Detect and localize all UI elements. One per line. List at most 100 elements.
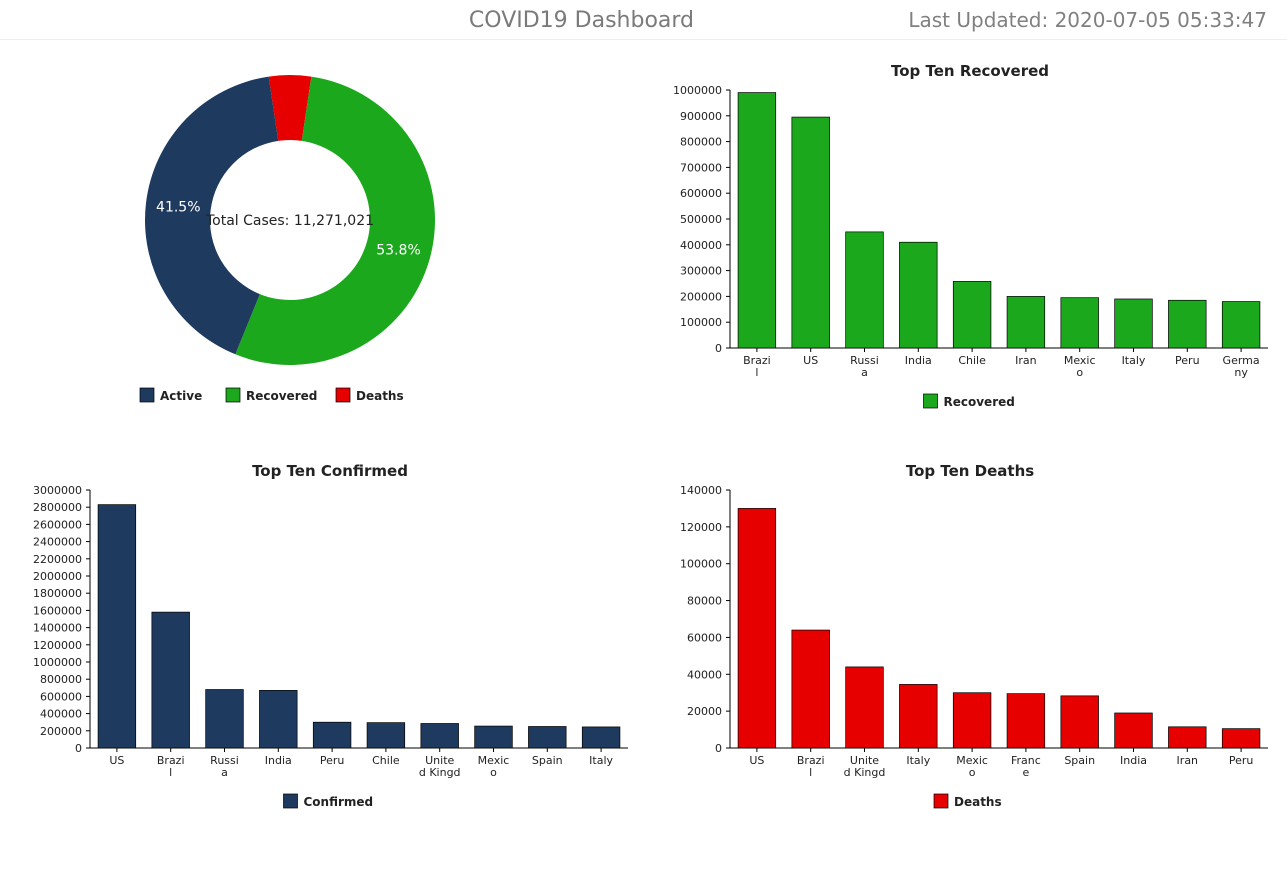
y-tick-label: 120000	[680, 521, 722, 534]
x-category-label: o	[969, 766, 976, 779]
y-tick-label: 1800000	[33, 587, 82, 600]
x-category-label: Iran	[1015, 354, 1037, 367]
x-category-label: ny	[1234, 366, 1248, 379]
y-tick-label: 0	[75, 742, 82, 755]
x-category-label: l	[755, 366, 758, 379]
x-category-label: Peru	[1175, 354, 1200, 367]
y-tick-label: 2800000	[33, 501, 82, 514]
x-category-label: Chile	[958, 354, 986, 367]
x-category-label: Peru	[320, 754, 345, 767]
bar	[1222, 729, 1260, 748]
x-category-label: a	[861, 366, 868, 379]
bar	[738, 508, 776, 748]
legend-label: Deaths	[356, 389, 404, 403]
y-tick-label: 800000	[680, 136, 722, 149]
bar	[1061, 696, 1099, 748]
bar	[846, 232, 884, 348]
y-tick-label: 2000000	[33, 570, 82, 583]
x-category-label: l	[169, 766, 172, 779]
bar	[792, 630, 830, 748]
y-tick-label: 140000	[680, 484, 722, 497]
legend-label: Active	[160, 389, 202, 403]
top-ten-confirmed-chart: Top Ten Confirmed02000004000006000008000…	[20, 460, 640, 820]
bar	[899, 684, 937, 748]
bar	[846, 667, 884, 748]
y-tick-label: 2200000	[33, 553, 82, 566]
donut-center-text: Total Cases: 11,271,021	[205, 213, 374, 229]
y-tick-label: 2400000	[33, 536, 82, 549]
x-category-label: o	[490, 766, 497, 779]
donut-pct-label: 41.5%	[156, 200, 200, 216]
bar	[206, 690, 244, 748]
y-tick-label: 2600000	[33, 518, 82, 531]
legend-label: Recovered	[944, 395, 1015, 409]
x-category-label: Peru	[1229, 754, 1254, 767]
y-tick-label: 1200000	[33, 639, 82, 652]
bar	[1115, 299, 1153, 348]
deaths-panel: Top Ten Deaths02000040000600008000010000…	[660, 460, 1280, 840]
bar	[792, 117, 830, 348]
bar	[582, 727, 620, 748]
y-tick-label: 900000	[680, 110, 722, 123]
x-category-label: Chile	[372, 754, 400, 767]
y-tick-label: 40000	[687, 668, 722, 681]
bar	[98, 505, 136, 748]
dashboard-grid: 53.8% 41.5% Total Cases: 11,271,021 Active R…	[0, 40, 1287, 870]
bar	[1007, 296, 1045, 348]
y-tick-label: 400000	[40, 708, 82, 721]
bar	[152, 612, 190, 748]
x-category-label: d Kingd	[844, 766, 886, 779]
legend-label: Confirmed	[304, 795, 374, 809]
chart-legend: Recovered	[924, 394, 1015, 409]
bar	[421, 723, 459, 748]
top-ten-deaths-chart: Top Ten Deaths02000040000600008000010000…	[660, 460, 1280, 820]
y-tick-label: 600000	[680, 187, 722, 200]
y-tick-label: 700000	[680, 161, 722, 174]
x-category-label: Spain	[532, 754, 563, 767]
y-tick-label: 600000	[40, 690, 82, 703]
bar	[259, 690, 297, 748]
chart-title: Top Ten Recovered	[891, 62, 1049, 80]
bar	[528, 727, 566, 749]
last-updated-text: Last Updated: 2020-07-05 05:33:47	[908, 8, 1267, 32]
bar	[899, 242, 937, 348]
x-category-label: US	[749, 754, 764, 767]
bar	[1115, 713, 1153, 748]
y-tick-label: 500000	[680, 213, 722, 226]
page-title: COVID19 Dashboard	[469, 8, 694, 33]
x-category-label: US	[109, 754, 124, 767]
y-tick-label: 3000000	[33, 484, 82, 497]
y-tick-label: 1600000	[33, 604, 82, 617]
top-ten-recovered-chart: Top Ten Recovered01000002000003000004000…	[660, 60, 1280, 420]
bar	[1168, 727, 1206, 748]
donut-pct-label: 53.8%	[376, 243, 420, 259]
legend-label: Deaths	[954, 795, 1002, 809]
bar	[1222, 302, 1260, 348]
x-category-label: India	[905, 354, 932, 367]
x-category-label: Italy	[1122, 354, 1146, 367]
recovered-panel: Top Ten Recovered01000002000003000004000…	[660, 60, 1280, 440]
bar	[367, 723, 405, 748]
legend-label: Recovered	[246, 389, 317, 403]
y-tick-label: 100000	[680, 558, 722, 571]
bar	[738, 93, 776, 348]
y-tick-label: 80000	[687, 595, 722, 608]
bar	[1168, 300, 1206, 348]
y-tick-label: 0	[715, 342, 722, 355]
y-tick-label: 1000000	[673, 84, 722, 97]
donut-panel: 53.8% 41.5% Total Cases: 11,271,021 Active R…	[20, 60, 640, 440]
y-tick-label: 1400000	[33, 622, 82, 635]
x-category-label: o	[1076, 366, 1083, 379]
x-category-label: l	[809, 766, 812, 779]
y-tick-label: 100000	[680, 316, 722, 329]
y-tick-label: 0	[715, 742, 722, 755]
chart-title: Top Ten Confirmed	[252, 462, 408, 480]
chart-title: Top Ten Deaths	[906, 462, 1034, 480]
x-category-label: a	[221, 766, 228, 779]
x-category-label: Italy	[906, 754, 930, 767]
x-category-label: Italy	[589, 754, 613, 767]
x-category-label: e	[1023, 766, 1030, 779]
bar	[953, 281, 991, 348]
y-tick-label: 400000	[680, 239, 722, 252]
bar	[1061, 298, 1099, 348]
